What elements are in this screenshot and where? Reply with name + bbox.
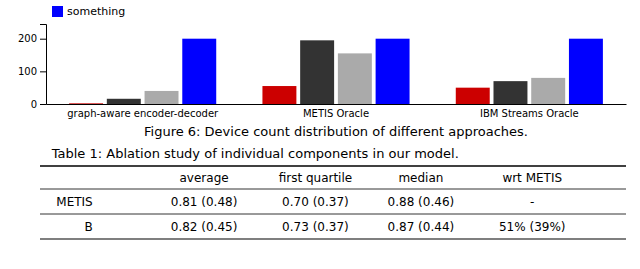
bar-series (69, 86, 490, 104)
bar (569, 39, 603, 104)
table-rule (40, 165, 626, 167)
table-caption: Table 1: Ablation study of individual co… (51, 146, 459, 161)
x-axis-title: Figure 6: Device count distribution of d… (144, 124, 528, 139)
bars (69, 39, 603, 104)
bar (376, 39, 410, 104)
y-tick: 100 (18, 66, 46, 77)
bar (145, 91, 179, 104)
y-tick-label: 0 (31, 99, 37, 110)
table-cell: 51% (39%) (499, 220, 566, 234)
bar (69, 103, 103, 104)
y-tick: 0 (31, 99, 46, 110)
bar (107, 99, 141, 104)
table-header: median (398, 171, 443, 185)
table-header: first quartile (279, 171, 353, 185)
y-tick-mark (40, 71, 46, 72)
bar (531, 78, 565, 104)
x-tick-label: METIS Oracle (303, 108, 369, 119)
table-cell: 0.88 (0.46) (388, 195, 455, 209)
x-tick: METIS Oracle (303, 104, 369, 119)
bar (300, 40, 334, 104)
bar-series (182, 39, 603, 104)
table-cell: METIS (56, 195, 92, 209)
table-cell: 0.81 (0.48) (171, 195, 238, 209)
table-cell: 0.87 (0.44) (388, 220, 455, 234)
table-cell: B (85, 220, 93, 234)
x-axis-line (47, 104, 627, 105)
legend-label: something (67, 5, 125, 18)
x-tick: IBM Streams Oracle (480, 104, 579, 119)
y-tick-mark (40, 104, 46, 105)
table-cell: - (530, 195, 534, 209)
chart-root: 0 100 200 graph-aware encoder-decoder METIS … (0, 0, 640, 269)
table-rule (40, 214, 626, 215)
y-axis-line (40, 25, 47, 105)
bar (262, 86, 296, 104)
y-tick: 200 (18, 33, 46, 44)
table-rule (40, 189, 626, 190)
legend-swatch (52, 6, 63, 17)
y-tick-label: 200 (18, 33, 37, 44)
table: Table 1: Ablation study of individual co… (40, 146, 626, 239)
y-tick-label: 100 (18, 66, 37, 77)
x-tick-label: graph-aware encoder-decoder (67, 108, 219, 119)
bar-series (107, 40, 528, 104)
legend: something (52, 5, 125, 18)
x-tick: graph-aware encoder-decoder (67, 104, 219, 119)
table-header: average (180, 171, 229, 185)
bar (182, 39, 216, 104)
y-tick-mark (40, 39, 46, 40)
table-rule (40, 238, 626, 239)
bar (456, 88, 490, 104)
bar (493, 81, 527, 104)
y-axis: 0 100 200 (18, 25, 47, 110)
table-cell: 0.82 (0.45) (171, 220, 238, 234)
table-header: wrt METIS (502, 171, 562, 185)
x-axis: graph-aware encoder-decoder METIS Oracle I… (47, 104, 627, 119)
x-tick-label: IBM Streams Oracle (480, 108, 579, 119)
bar (338, 53, 372, 104)
table-cell: 0.73 (0.37) (282, 220, 349, 234)
table-cell: 0.70 (0.37) (282, 195, 349, 209)
